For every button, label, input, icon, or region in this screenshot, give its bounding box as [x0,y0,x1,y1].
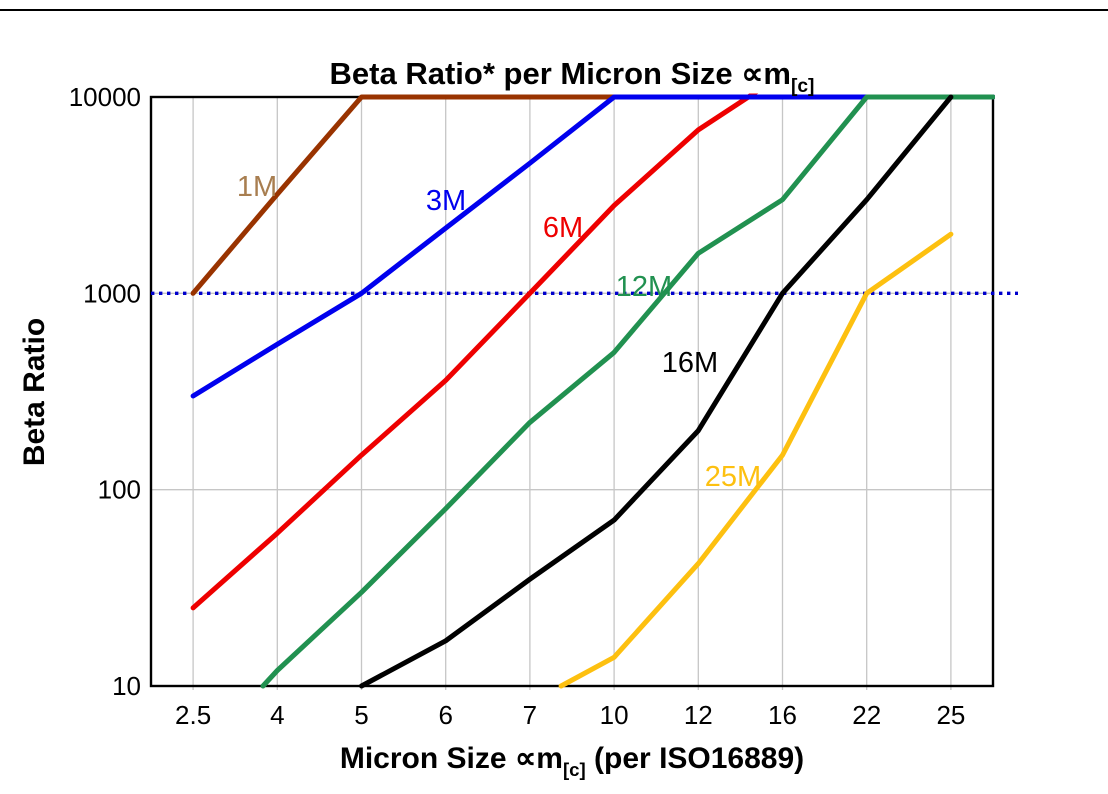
x-axis-title: Micron Size ∝m[c] (per ISO16889) [340,742,804,780]
series-line-6M [190,93,759,611]
x-tick-label-2.5: 2.5 [175,700,211,730]
x-tick-label-7: 7 [523,700,537,730]
y-tick-label-100: 100 [98,475,141,505]
series-label-12M: 12M [616,271,672,303]
x-tick-label-25: 25 [936,700,965,730]
gridlines [151,97,993,690]
series-label-3M: 3M [426,185,466,217]
series-label-25M: 25M [705,461,761,493]
series-line-12M [260,94,995,689]
y-tick-label-10000: 10000 [69,82,141,112]
x-tick-label-4: 4 [270,700,284,730]
series-label-6M: 6M [543,212,583,244]
y-tick-label-1000: 1000 [83,278,141,308]
series-lines [190,93,995,689]
series-label-16M: 16M [662,347,718,379]
series-line-25M [558,231,954,689]
x-tick-label-16: 16 [768,700,797,730]
x-tick-label-6: 6 [438,700,452,730]
series-label-1M: 1M [237,171,277,203]
x-tick-label-10: 10 [600,700,629,730]
x-tick-label-5: 5 [354,700,368,730]
series-line-3M [190,94,995,399]
x-tick-label-12: 12 [684,700,713,730]
series-line-16M [359,94,954,689]
x-tick-label-22: 22 [852,700,881,730]
y-tick-label-10: 10 [112,671,141,701]
chart-title: Beta Ratio* per Micron Size ∝m[c] [330,56,815,97]
y-axis-title: Beta Ratio [18,318,51,466]
